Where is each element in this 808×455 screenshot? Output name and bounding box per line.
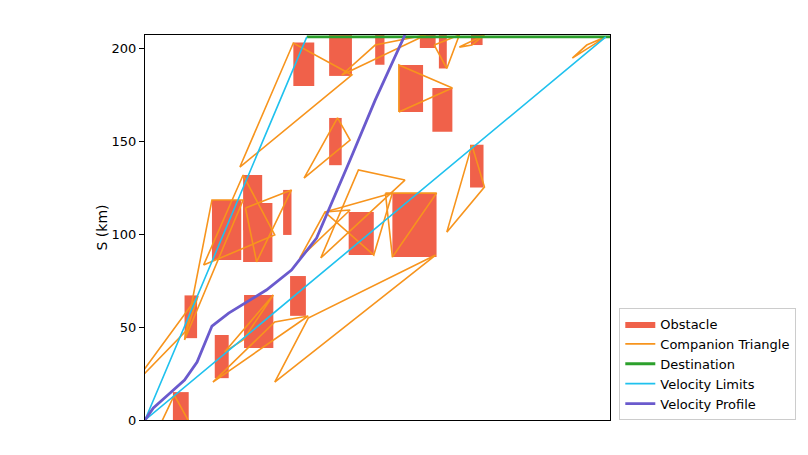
svg-text:50: 50	[120, 320, 137, 335]
svg-text:Companion Triangle: Companion Triangle	[660, 337, 789, 352]
svg-text:Obstacle: Obstacle	[660, 317, 717, 332]
svg-text:Velocity Profile: Velocity Profile	[660, 397, 756, 412]
svg-text:100: 100	[112, 227, 137, 242]
svg-text:S (km): S (km)	[94, 204, 110, 250]
svg-text:Velocity Limits: Velocity Limits	[660, 377, 754, 392]
svg-text:0: 0	[128, 413, 136, 428]
svg-text:200: 200	[112, 41, 137, 56]
svg-text:150: 150	[112, 134, 137, 149]
svg-text:Destination: Destination	[660, 357, 735, 372]
